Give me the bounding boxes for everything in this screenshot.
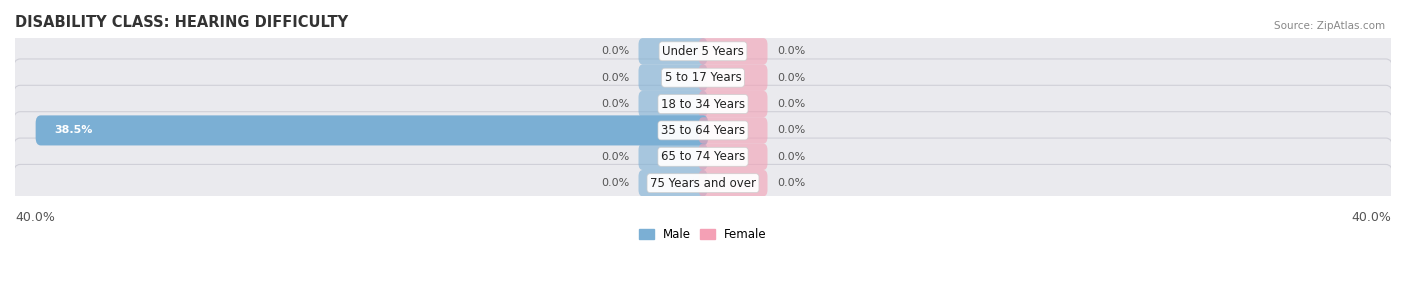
Text: 40.0%: 40.0%: [1351, 211, 1391, 224]
FancyBboxPatch shape: [699, 64, 768, 91]
Text: 38.5%: 38.5%: [55, 125, 93, 135]
Text: 40.0%: 40.0%: [15, 211, 55, 224]
FancyBboxPatch shape: [13, 33, 1393, 70]
Text: 0.0%: 0.0%: [778, 73, 806, 83]
Text: 0.0%: 0.0%: [778, 125, 806, 135]
Text: 0.0%: 0.0%: [778, 99, 806, 109]
FancyBboxPatch shape: [699, 117, 768, 144]
FancyBboxPatch shape: [13, 112, 1393, 149]
Text: DISABILITY CLASS: HEARING DIFFICULTY: DISABILITY CLASS: HEARING DIFFICULTY: [15, 15, 349, 30]
Text: 0.0%: 0.0%: [600, 152, 628, 162]
Text: 0.0%: 0.0%: [778, 46, 806, 56]
FancyBboxPatch shape: [638, 64, 707, 91]
Text: 0.0%: 0.0%: [778, 178, 806, 188]
Text: 35 to 64 Years: 35 to 64 Years: [661, 124, 745, 137]
Text: 75 Years and over: 75 Years and over: [650, 177, 756, 190]
FancyBboxPatch shape: [699, 144, 768, 170]
Text: Source: ZipAtlas.com: Source: ZipAtlas.com: [1274, 21, 1385, 31]
FancyBboxPatch shape: [13, 59, 1393, 96]
FancyBboxPatch shape: [638, 144, 707, 170]
FancyBboxPatch shape: [35, 115, 709, 145]
FancyBboxPatch shape: [638, 38, 707, 64]
Text: 0.0%: 0.0%: [600, 73, 628, 83]
Text: Under 5 Years: Under 5 Years: [662, 45, 744, 58]
FancyBboxPatch shape: [13, 164, 1393, 202]
Text: 18 to 34 Years: 18 to 34 Years: [661, 98, 745, 110]
FancyBboxPatch shape: [699, 91, 768, 117]
Legend: Male, Female: Male, Female: [640, 228, 766, 241]
FancyBboxPatch shape: [13, 85, 1393, 123]
FancyBboxPatch shape: [638, 170, 707, 196]
Text: 65 to 74 Years: 65 to 74 Years: [661, 150, 745, 163]
FancyBboxPatch shape: [699, 38, 768, 64]
Text: 5 to 17 Years: 5 to 17 Years: [665, 71, 741, 84]
Text: 0.0%: 0.0%: [778, 152, 806, 162]
Text: 0.0%: 0.0%: [600, 99, 628, 109]
FancyBboxPatch shape: [13, 138, 1393, 175]
Text: 0.0%: 0.0%: [600, 178, 628, 188]
Text: 0.0%: 0.0%: [600, 46, 628, 56]
FancyBboxPatch shape: [699, 170, 768, 196]
FancyBboxPatch shape: [638, 91, 707, 117]
